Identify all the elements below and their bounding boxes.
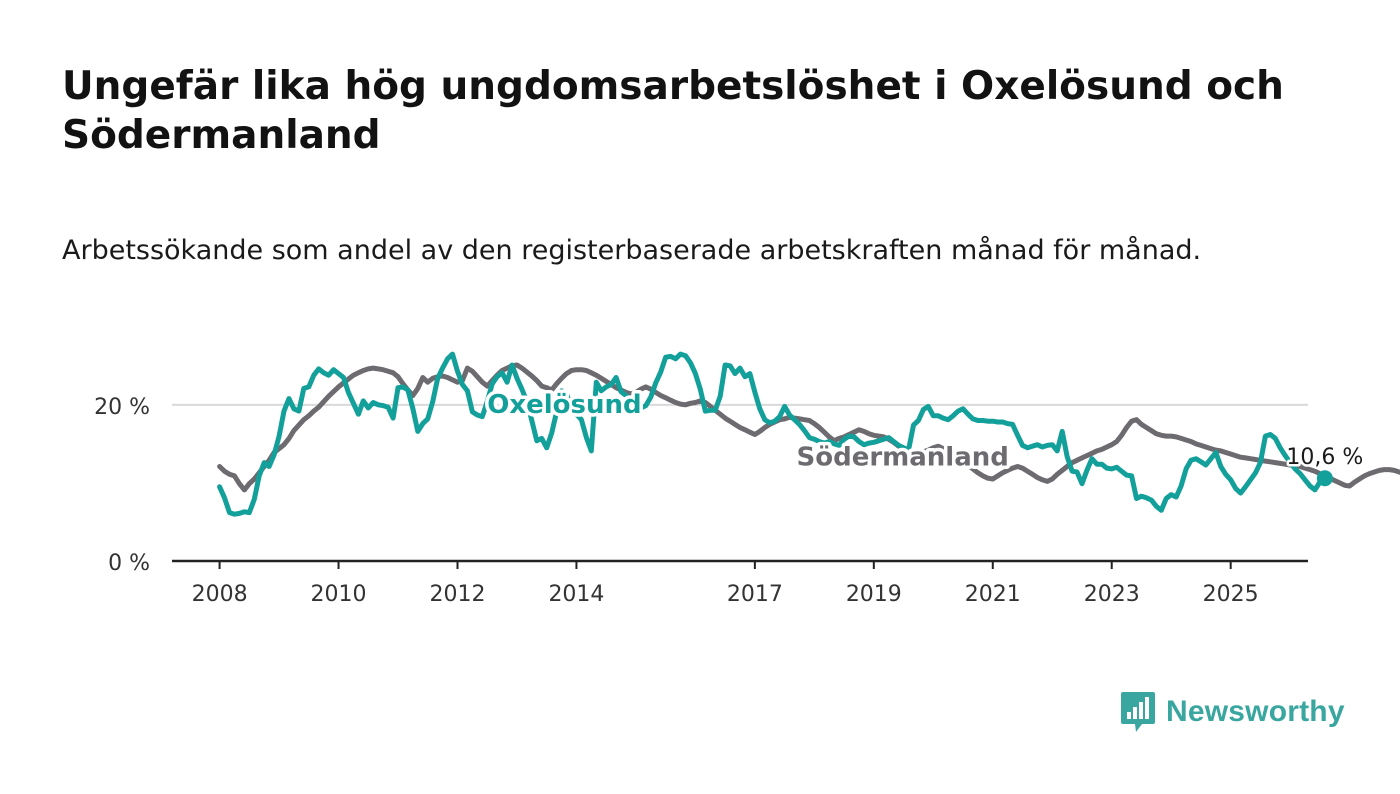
series-labels: Södermanland Oxelösund 10,6 %: [484, 387, 1366, 487]
y-tick-label: 0 %: [108, 551, 150, 576]
x-tick-label: 2017: [727, 582, 783, 607]
series-label-oxel-sund: Oxelösund: [487, 390, 641, 420]
x-tick-label: 2025: [1203, 582, 1259, 607]
line-chart: 0 % 20 % 2008 2010 2012 2014 2017 2019 2021 2023…: [94, 351, 1400, 607]
series-label-s-dermanland: Södermanland: [797, 442, 1009, 472]
x-tick-label: 2021: [965, 582, 1021, 607]
series-line-s-dermanland: [217, 362, 1400, 493]
end-point-oxel-sund: [1316, 470, 1333, 487]
x-tick-label: 2008: [192, 582, 248, 607]
y-tick-label: 20 %: [94, 395, 150, 420]
x-tick-label: 2010: [311, 582, 367, 607]
brand-name: Newsworthy: [1166, 695, 1345, 728]
series-lines: [217, 351, 1400, 517]
x-tick-label: 2023: [1084, 582, 1140, 607]
grid-lines: 0 % 20 %: [94, 395, 1308, 576]
x-tick-label: 2019: [846, 582, 902, 607]
x-tick-label: 2014: [548, 582, 604, 607]
newsworthy-logo: Newsworthy: [1120, 690, 1345, 734]
end-value-label-oxel-sund: 10,6 %: [1286, 445, 1363, 470]
page-subtitle: Arbetssökande som andel av den registerb…: [62, 235, 1202, 266]
x-tick-label: 2012: [429, 582, 485, 607]
newsworthy-logo-icon: [1121, 692, 1155, 732]
x-axis: 2008 2010 2012 2014 2017 2019 2021 2023 2025: [172, 559, 1308, 607]
page-title: Ungefär lika hög ungdomsarbetslöshet i O…: [62, 64, 1284, 158]
series-line-oxel-sund: [217, 351, 1328, 517]
